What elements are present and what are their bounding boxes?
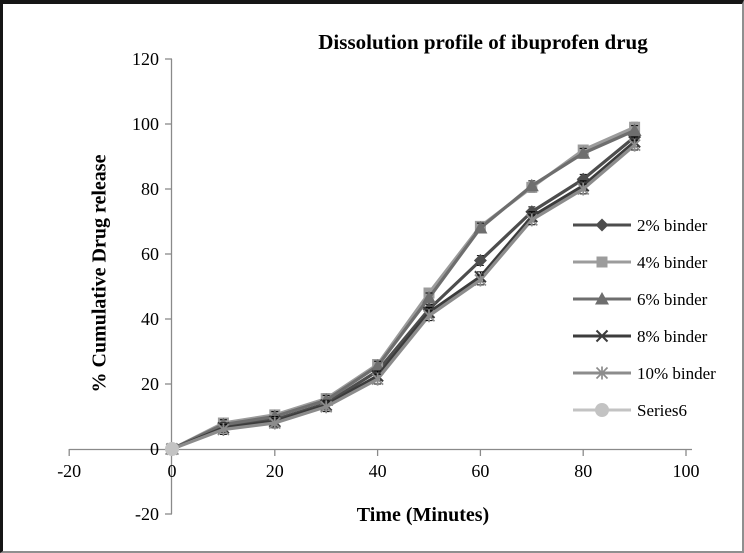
legend-label: 10% binder [637, 364, 716, 383]
data-point-marker [595, 329, 609, 343]
data-point-marker [473, 221, 488, 234]
data-point-marker [627, 123, 642, 136]
legend-label: Series6 [637, 401, 687, 420]
series-line [171, 135, 636, 451]
y-tick-label: 20 [141, 374, 159, 394]
x-tick-label: 100 [673, 461, 700, 481]
dissolution-chart: -20 0 20 40 60 80 100 120 -20 0 20 40 60 80 100 2% bind… [57, 49, 716, 524]
data-point-marker [576, 146, 591, 159]
legend-item-series6: Series6 [573, 401, 687, 420]
data-point-marker [577, 182, 590, 196]
data-point-marker [595, 403, 609, 417]
data-point-marker [370, 359, 385, 372]
legend: 2% binder 4% binder 6% binder 8% binder 10% … [573, 216, 716, 420]
series-line [171, 140, 636, 451]
x-axis-title: Time (Minutes) [356, 504, 490, 526]
data-point-marker [525, 213, 538, 227]
data-point-marker [217, 423, 230, 436]
x-tick-label: -20 [57, 461, 81, 481]
data-point-marker [320, 400, 333, 414]
series-2-binder [165, 130, 642, 456]
legend-label: 6% binder [637, 290, 708, 309]
legend-label: 8% binder [637, 327, 708, 346]
chart-title: Dissolution profile of ibuprofen drug [318, 30, 648, 54]
series-line [171, 125, 636, 451]
x-tick-label: 0 [168, 461, 177, 481]
data-point-marker [595, 366, 609, 380]
y-tick-label: 80 [141, 179, 159, 199]
series-line [171, 143, 636, 451]
legend-item-6-binder: 6% binder [573, 290, 708, 309]
data-point-marker [595, 292, 609, 305]
data-point-marker [524, 178, 539, 192]
legend-item-2-binder: 2% binder [573, 216, 708, 235]
data-point-marker [473, 254, 487, 267]
y-axis-title: % Cumulative Drug release [88, 154, 111, 393]
data-point-marker [371, 372, 384, 386]
x-tick-label: 40 [369, 461, 387, 481]
data-point-marker [422, 309, 436, 323]
legend-item-4-binder: 4% binder [573, 253, 708, 272]
series-series6 [165, 442, 179, 456]
y-tick-label: 100 [132, 114, 159, 134]
x-tick-label: 80 [574, 461, 592, 481]
x-tick-label: 60 [471, 461, 489, 481]
series-6-binder [165, 123, 642, 455]
x-tick-label: 20 [266, 461, 284, 481]
y-tick-label: 120 [132, 49, 159, 69]
legend-item-10-binder: 10% binder [573, 364, 716, 383]
data-point-marker [268, 416, 281, 430]
data-point-marker [596, 256, 608, 268]
legend-item-8-binder: 8% binder [573, 327, 708, 346]
data-point-marker [474, 273, 487, 287]
y-tick-label: 0 [150, 439, 159, 459]
y-tick-label: -20 [135, 504, 159, 524]
legend-label: 2% binder [637, 216, 708, 235]
data-point-marker [422, 290, 436, 304]
y-tick-label: 40 [141, 309, 159, 329]
series-4-binder [166, 121, 641, 455]
series-8-binder [165, 135, 641, 456]
data-point-marker [595, 218, 609, 232]
series-line [171, 129, 636, 451]
y-tick-label: 60 [141, 244, 159, 264]
series-10-binder [165, 138, 641, 456]
data-point-marker [628, 138, 641, 152]
axes [68, 58, 692, 515]
tick-labels: -20 0 20 40 60 80 100 120 -20 0 20 40 60 80 100 [57, 49, 699, 524]
data-point-marker [165, 442, 179, 456]
legend-label: 4% binder [637, 253, 708, 272]
